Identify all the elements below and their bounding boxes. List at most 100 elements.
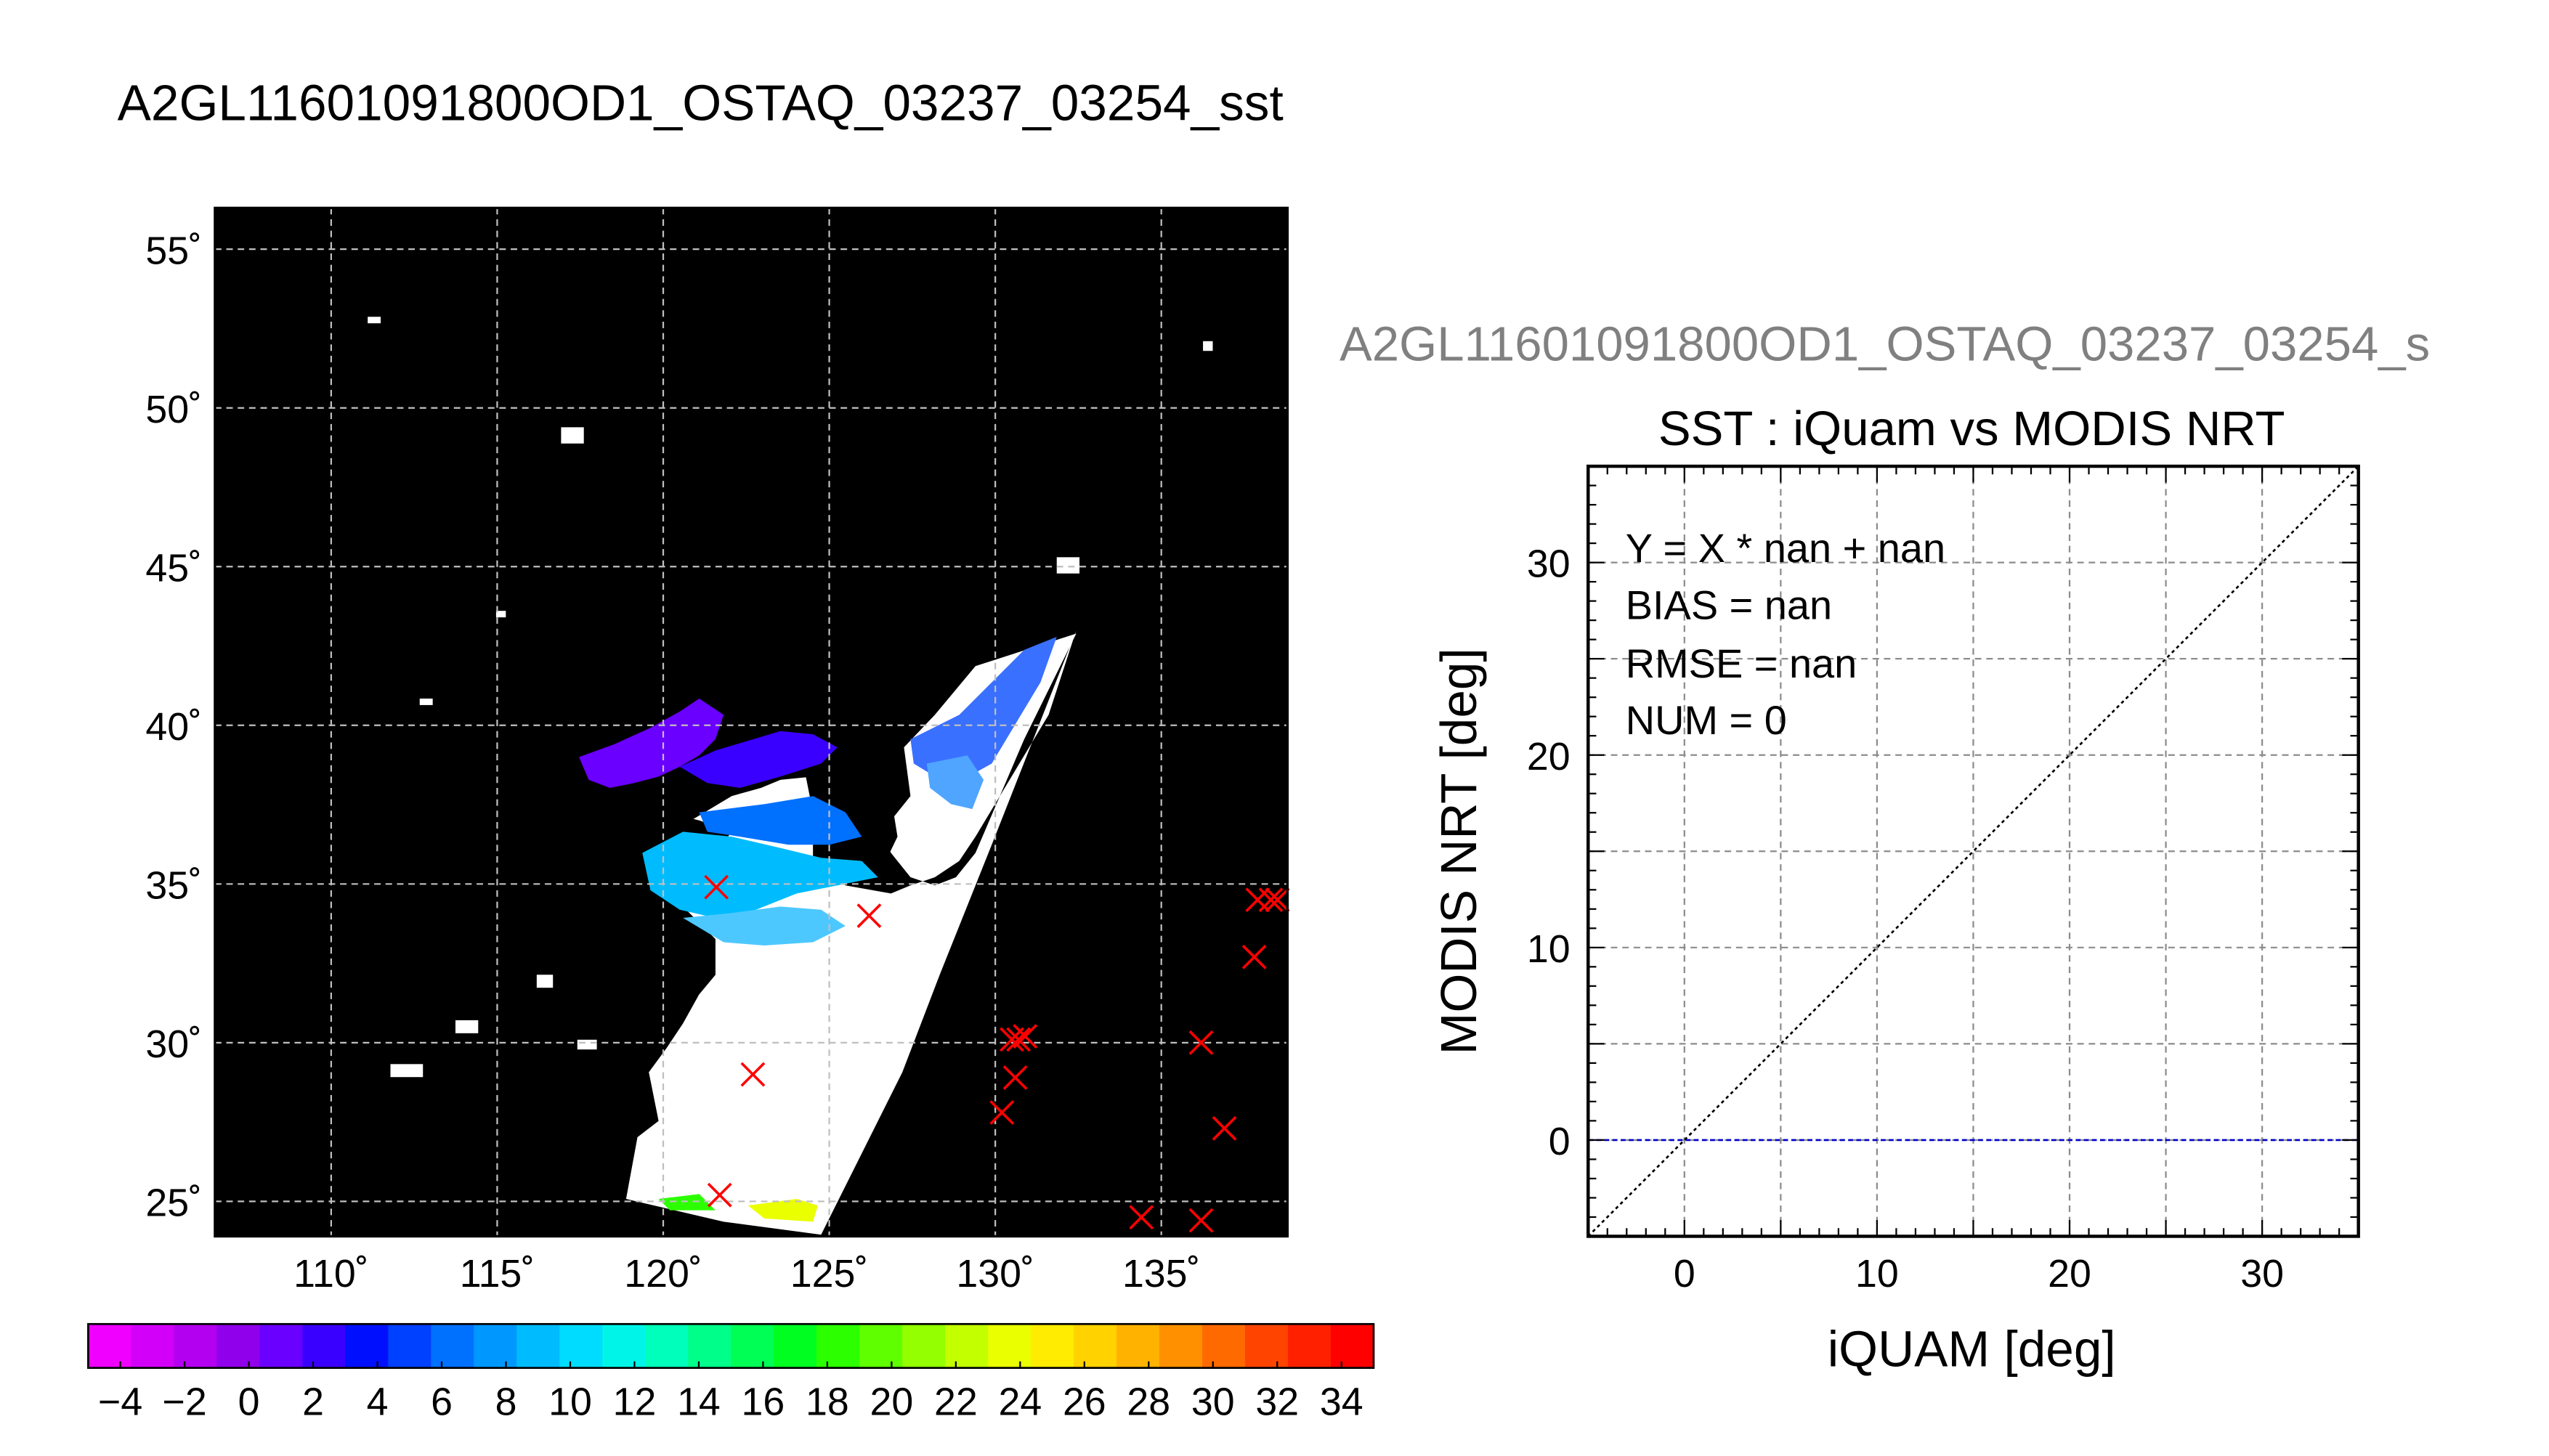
scatter-y-tick-label: 20 — [1527, 735, 1571, 778]
map-frame — [214, 206, 1289, 1238]
colorbar-tick-label: 22 — [934, 1380, 978, 1424]
colorbar-cell — [216, 1324, 261, 1368]
buoy-marker — [1129, 1205, 1154, 1230]
scatter-gridlines — [1588, 466, 2359, 1237]
longitude-tick-label: 130˚ — [956, 1252, 1034, 1296]
scatter-y-tick-label: 10 — [1527, 927, 1571, 971]
bohai-sst-east — [679, 731, 838, 789]
colorbar-cell — [816, 1324, 861, 1368]
buoy-marker-stroke — [1212, 1115, 1237, 1141]
longitude-tick-label: 110˚ — [293, 1252, 368, 1296]
buoy-marker-stroke — [856, 903, 882, 928]
colorbar-cell — [1159, 1324, 1204, 1368]
colorbar-cells — [88, 1324, 1375, 1368]
island-patch — [577, 1039, 597, 1050]
latitude-labels: 55˚ 50˚ 45˚ 40˚ 35˚ 30˚ 25˚ — [145, 229, 202, 1224]
colorbar-tick-label: 30 — [1191, 1380, 1235, 1424]
buoy-marker-stroke — [1188, 1030, 1214, 1055]
scatter-y-tick-label: 30 — [1527, 542, 1571, 586]
colorbar-tick-label: 0 — [238, 1380, 260, 1424]
colorbar-tick-labels: −4 −2 0 2 4 6 8 10 12 14 16 18 20 22 24 26 28 30 32 34 — [98, 1361, 1363, 1424]
buoy-marker — [1002, 1065, 1028, 1090]
island-patch — [1203, 341, 1213, 351]
latitude-tick-label: 45˚ — [145, 546, 202, 590]
longitude-labels: 110˚ 115˚ 120˚ 125˚ 130˚ 135˚ — [293, 1252, 1200, 1296]
colorbar-tick-label: 20 — [870, 1380, 914, 1424]
colorbar-tick-label: 2 — [302, 1380, 324, 1424]
colorbar: −4 −2 0 2 4 6 8 10 12 14 16 18 20 22 24 26 28 30 32 34 — [87, 1322, 1375, 1424]
buoy-marker-stroke — [1258, 887, 1284, 913]
island-patch — [495, 611, 506, 618]
bohai-sst — [579, 698, 724, 789]
colorbar-tick-label: 6 — [431, 1380, 453, 1424]
colorbar-cell — [1074, 1324, 1118, 1368]
colorbar-cell — [388, 1324, 432, 1368]
scatter-y-tick-labels: 0 10 20 30 — [1527, 542, 1571, 1163]
colorbar-frame — [87, 1322, 1375, 1370]
latitude-tick-label: 55˚ — [145, 229, 202, 272]
buoy-marker — [989, 1100, 1015, 1125]
colorbar-cell — [1287, 1324, 1332, 1368]
latitude-tick-label: 35˚ — [145, 863, 202, 907]
scatter-overlay-title: A2GL11601091800OD1_OSTAQ_03237_03254_s — [1340, 317, 2430, 372]
colorbar-tick-label: 24 — [998, 1380, 1042, 1424]
colorbar-tick-label: 32 — [1255, 1380, 1299, 1424]
stats-count: NUM = 0 — [1626, 697, 1787, 743]
yellow-sea-sst-south — [683, 906, 846, 946]
colorbar-cell — [1031, 1324, 1075, 1368]
scatter-x-axis-label: iQUAM [deg] — [1828, 1320, 2116, 1377]
buoy-marker — [1265, 887, 1290, 913]
colorbar-cell — [174, 1324, 218, 1368]
colorbar-cell — [131, 1324, 175, 1368]
colorbar-cell — [902, 1324, 947, 1368]
latitude-tick-label: 50˚ — [145, 388, 202, 431]
colorbar-tick-label: 26 — [1063, 1380, 1106, 1424]
buoy-marker — [1245, 887, 1271, 913]
colorbar-cell — [302, 1324, 347, 1368]
colorbar-cell — [731, 1324, 775, 1368]
buoy-marker — [1013, 1024, 1038, 1049]
colorbar-cell — [602, 1324, 647, 1368]
colorbar-cell — [259, 1324, 304, 1368]
colorbar-cell — [859, 1324, 904, 1368]
buoy-marker-stroke — [1188, 1208, 1214, 1233]
scatter-reference-lines — [1587, 465, 2359, 1237]
scatter-y-axis-label: MODIS NRT [deg] — [1430, 648, 1487, 1054]
yellow-sea-sst-mid — [642, 831, 878, 918]
colorbar-tick-label: 10 — [548, 1380, 592, 1424]
colorbar-cell — [431, 1324, 475, 1368]
scatter-x-tick-label: 10 — [1855, 1252, 1899, 1296]
colorbar-cell — [774, 1324, 818, 1368]
buoy-marker — [1006, 1027, 1032, 1052]
buoy-marker — [1258, 887, 1284, 913]
island-patch — [455, 1020, 479, 1033]
colorbar-tick-label: 12 — [613, 1380, 657, 1424]
latitude-tick-label: 30˚ — [145, 1022, 202, 1066]
colorbar-tick-label: 18 — [806, 1380, 849, 1424]
buoy-marker — [707, 1182, 732, 1208]
scatter-x-tick-label: 30 — [2240, 1252, 2284, 1296]
japan-sea-sst — [910, 636, 1057, 780]
buoy-marker-stroke — [704, 874, 729, 900]
buoy-markers — [704, 874, 1290, 1233]
colorbar-cell — [988, 1324, 1032, 1368]
colorbar-cell — [1202, 1324, 1247, 1368]
scatter-frame — [1586, 464, 2360, 1238]
colorbar-tick-label: −2 — [162, 1380, 206, 1424]
longitude-tick-label: 135˚ — [1122, 1252, 1200, 1296]
japan-sea-sst-light — [926, 755, 984, 810]
island-patch — [561, 427, 584, 444]
scatter-title: SST : iQuam vs MODIS NRT — [1658, 402, 2285, 456]
buoy-marker — [704, 874, 729, 900]
longitude-tick-label: 125˚ — [790, 1252, 868, 1296]
colorbar-cell — [1117, 1324, 1161, 1368]
stats-bias: BIAS = nan — [1626, 582, 1832, 627]
colorbar-tick-label: 14 — [677, 1380, 721, 1424]
colorbar-cell — [559, 1324, 604, 1368]
buoy-marker-stroke — [707, 1182, 732, 1208]
buoy-marker-stroke — [1013, 1024, 1038, 1049]
island-patch — [390, 1064, 424, 1078]
buoy-marker — [740, 1062, 766, 1087]
